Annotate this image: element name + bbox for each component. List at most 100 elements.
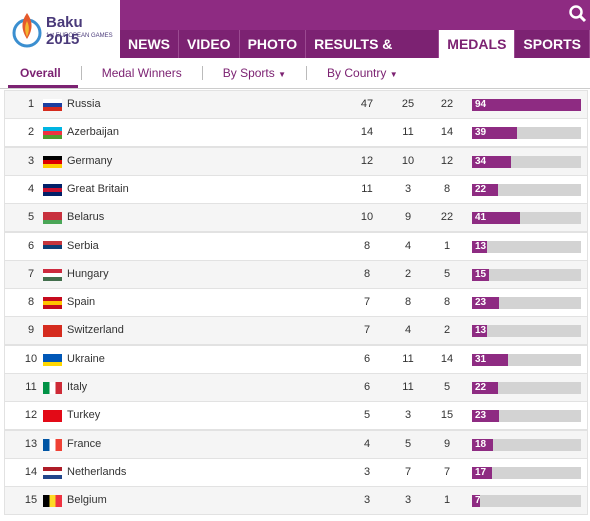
medal-row: 11 Italy 6 11 5 22 (4, 373, 588, 402)
total-bar: 13 (472, 325, 488, 338)
nav-item[interactable]: NEWS (120, 30, 179, 58)
chevron: ▼ (523, 69, 533, 79)
flag (43, 382, 62, 394)
total-bar: 22 (472, 183, 498, 196)
total-bar: 13 (472, 240, 488, 253)
bronze-count: 9 (443, 437, 451, 450)
bronze-count: 5 (443, 267, 451, 280)
gold-count: 7 (363, 296, 371, 309)
rank: 11 (25, 381, 37, 393)
medal-row: 13 France 4 5 9 18 (4, 429, 588, 459)
nav-item[interactable]: VIDEO (179, 30, 240, 58)
total-bar-track: 22 (472, 183, 581, 196)
bronze-count: 22 (440, 98, 454, 110)
country-name: Germany (67, 154, 113, 167)
bronze-count: 8 (443, 296, 451, 309)
bronze-count: 12 (440, 154, 454, 167)
silver-count: 25 (401, 98, 415, 110)
rank: 12 (24, 409, 38, 422)
gold-count: 10 (360, 211, 374, 224)
flag (43, 183, 62, 196)
logo-subtitle: 1st EUROPEAN GAMES (46, 33, 113, 39)
total-bar-track: 23 (472, 297, 581, 310)
flag (43, 99, 62, 111)
flag (43, 240, 62, 253)
tab[interactable]: By Country ▼ (327, 66, 398, 80)
tab-underline (8, 85, 78, 88)
gold-count: 4 (363, 437, 371, 450)
country-name: Belarus (67, 211, 105, 224)
rank: 7 (27, 267, 35, 280)
bronze-count: 5 (443, 381, 451, 393)
total-bar: 7 (472, 495, 481, 508)
flag (43, 297, 62, 310)
flag (43, 495, 62, 508)
bronze-count: 14 (440, 126, 454, 139)
tab[interactable]: Overall (0, 66, 82, 80)
country-name: France (67, 437, 102, 450)
chevron: ▼ (278, 70, 287, 79)
rank: 10 (24, 352, 38, 365)
country-name: Ukraine (67, 352, 105, 365)
total-bar-track: 13 (472, 240, 581, 253)
flag (43, 410, 62, 423)
gold-count: 8 (363, 267, 371, 280)
bronze-count: 1 (443, 239, 451, 252)
search-icon[interactable] (568, 4, 588, 24)
gold-count: 7 (363, 324, 371, 337)
gold-count: 3 (363, 494, 371, 507)
nav-item[interactable]: MEDALS (439, 30, 516, 58)
flag (43, 212, 62, 225)
country-name: Hungary (67, 267, 109, 280)
medal-row: 3 Germany 12 10 12 34 (4, 146, 588, 176)
flag (43, 268, 62, 281)
tab[interactable]: Medal Winners (82, 66, 203, 80)
total-bar-track: 15 (472, 268, 581, 281)
logo-icon (12, 13, 42, 48)
silver-count: 7 (404, 465, 412, 478)
rank: 5 (27, 211, 35, 224)
silver-count: 8 (404, 296, 412, 309)
country-name: Spain (67, 296, 96, 309)
medal-row: 6 Serbia 8 4 1 13 (4, 231, 588, 261)
flag (43, 466, 62, 479)
country-name: Netherlands (67, 465, 127, 478)
chevron: ▼ (389, 70, 398, 79)
nav-item[interactable]: PHOTO (240, 30, 307, 58)
country-name: Azerbaijan (67, 126, 119, 139)
rank: 6 (27, 239, 35, 252)
silver-count: 11 (402, 126, 414, 139)
medal-row: 8 Spain 7 8 8 23 (4, 288, 588, 318)
nav-bar: NEWS VIDEO PHOTO RESULTS & SCHEDULE MEDALS SP… (120, 30, 590, 80)
tab[interactable]: By Sports ▼ (203, 66, 308, 80)
medal-row: 2 Azerbaijan 14 11 14 39 (4, 118, 588, 148)
logo[interactable]: Baku 2015 1st EUROPEAN GAMES (0, 0, 120, 58)
rank: 2 (27, 126, 35, 139)
tabs: Overall Medal Winners By Sports ▼ By Countr… (0, 58, 590, 89)
nav-item[interactable]: SPORTS ▼ (515, 30, 590, 79)
country-name: Italy (67, 381, 88, 393)
total-bar: 23 (472, 410, 499, 423)
medal-row: 1 Russia 47 25 22 94 (4, 90, 588, 119)
country-name: Turkey (67, 409, 101, 422)
gold-count: 14 (360, 126, 374, 139)
gold-count: 11 (361, 182, 373, 195)
flag (43, 127, 62, 140)
rank: 15 (24, 494, 38, 507)
total-bar-track: 22 (472, 382, 581, 394)
total-bar-track: 39 (472, 127, 581, 140)
flag (43, 325, 62, 338)
bronze-count: 1 (443, 494, 451, 507)
silver-count: 3 (404, 182, 412, 195)
gold-count: 6 (363, 352, 371, 365)
total-bar: 17 (472, 466, 492, 479)
medal-row: 5 Belarus 10 9 22 41 (4, 203, 588, 233)
total-bar-track: 41 (472, 212, 581, 225)
total-bar-track: 23 (472, 410, 581, 423)
total-bar: 94 (472, 99, 581, 111)
gold-count: 5 (363, 409, 371, 422)
nav-item[interactable]: RESULTS & SCHEDULE (306, 30, 440, 80)
total-bar-track: 34 (472, 155, 581, 168)
bronze-count: 2 (443, 324, 451, 337)
